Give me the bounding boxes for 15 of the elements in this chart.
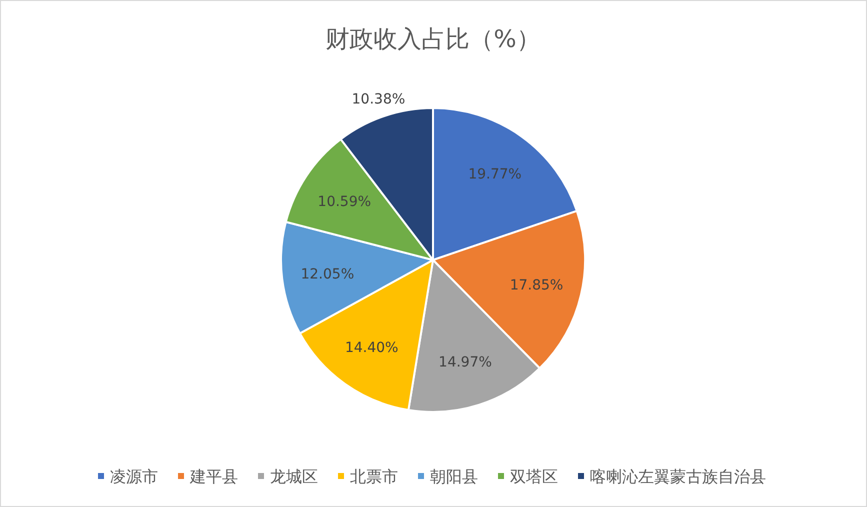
chart-title: 财政收入占比（%）	[326, 25, 540, 53]
data-label: 17.85%	[510, 277, 564, 294]
legend-label: 龙城区	[270, 467, 318, 486]
legend-label: 北票市	[350, 467, 398, 486]
legend-label: 朝阳县	[430, 467, 478, 486]
data-label: 10.38%	[352, 92, 406, 108]
legend-label: 凌源市	[110, 467, 158, 486]
legend-label: 喀喇沁左翼蒙古族自治县	[590, 467, 766, 486]
data-label: 14.97%	[438, 354, 492, 370]
legend-label: 双塔区	[510, 467, 558, 486]
data-label: 14.40%	[344, 340, 398, 356]
data-label: 12.05%	[300, 266, 354, 282]
legend-label: 建平县	[189, 467, 238, 486]
data-label: 10.59%	[318, 194, 372, 210]
data-label: 19.77%	[468, 166, 522, 182]
